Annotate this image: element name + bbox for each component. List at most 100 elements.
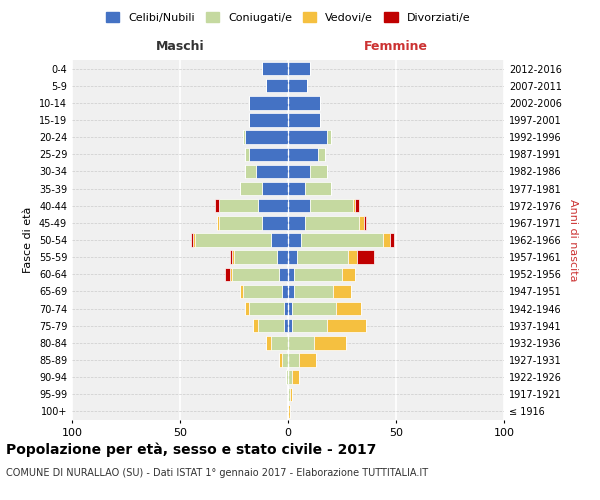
Legend: Celibi/Nubili, Coniugati/e, Vedovi/e, Divorziati/e: Celibi/Nubili, Coniugati/e, Vedovi/e, Di… <box>101 8 475 28</box>
Bar <box>288 354 299 366</box>
Bar <box>288 404 290 418</box>
Bar <box>288 319 292 332</box>
Bar <box>288 96 320 110</box>
Bar <box>299 354 316 366</box>
Bar <box>284 302 288 316</box>
Text: Maschi: Maschi <box>155 40 205 52</box>
Bar <box>288 79 307 92</box>
Bar <box>288 216 305 230</box>
Bar <box>359 216 364 230</box>
Bar <box>215 199 219 212</box>
Bar <box>288 302 292 316</box>
Bar <box>292 302 335 316</box>
Bar <box>242 284 281 298</box>
Bar <box>288 199 310 212</box>
Bar <box>249 96 288 110</box>
Bar <box>280 268 288 281</box>
Bar <box>295 268 342 281</box>
Bar <box>232 268 280 281</box>
Bar <box>281 284 288 298</box>
Bar <box>249 302 284 316</box>
Bar <box>245 130 288 144</box>
Y-axis label: Anni di nascita: Anni di nascita <box>568 198 578 281</box>
Text: Popolazione per età, sesso e stato civile - 2017: Popolazione per età, sesso e stato civil… <box>6 442 376 457</box>
Bar <box>288 148 318 161</box>
Bar <box>288 182 305 196</box>
Bar <box>288 164 310 178</box>
Bar <box>288 388 290 401</box>
Bar <box>349 250 357 264</box>
Bar <box>295 284 334 298</box>
Bar <box>266 336 271 349</box>
Bar <box>253 319 258 332</box>
Bar <box>219 216 262 230</box>
Y-axis label: Fasce di età: Fasce di età <box>23 207 33 273</box>
Text: Femmine: Femmine <box>364 40 428 52</box>
Bar <box>288 284 295 298</box>
Bar <box>262 216 288 230</box>
Bar <box>245 302 249 316</box>
Bar <box>288 336 314 349</box>
Bar <box>292 370 299 384</box>
Bar <box>271 336 288 349</box>
Bar <box>193 234 195 246</box>
Bar <box>296 250 349 264</box>
Bar <box>301 234 383 246</box>
Bar <box>288 234 301 246</box>
Bar <box>226 268 230 281</box>
Bar <box>242 130 245 144</box>
Bar <box>364 216 366 230</box>
Bar <box>232 250 234 264</box>
Bar <box>305 182 331 196</box>
Bar <box>310 199 353 212</box>
Bar <box>314 336 346 349</box>
Bar <box>217 216 219 230</box>
Bar <box>266 79 288 92</box>
Bar <box>241 284 242 298</box>
Bar <box>249 114 288 126</box>
Bar <box>288 250 296 264</box>
Bar <box>334 284 350 298</box>
Bar <box>318 148 325 161</box>
Bar <box>280 354 281 366</box>
Bar <box>288 130 327 144</box>
Bar <box>288 62 310 76</box>
Bar <box>234 250 277 264</box>
Bar <box>383 234 389 246</box>
Bar <box>245 148 249 161</box>
Bar <box>335 302 361 316</box>
Bar <box>305 216 359 230</box>
Bar <box>284 319 288 332</box>
Bar <box>277 250 288 264</box>
Bar <box>288 114 320 126</box>
Bar <box>262 62 288 76</box>
Bar <box>357 250 374 264</box>
Bar <box>219 199 258 212</box>
Bar <box>258 319 284 332</box>
Bar <box>342 268 355 281</box>
Bar <box>241 182 262 196</box>
Bar <box>353 199 355 212</box>
Bar <box>256 164 288 178</box>
Bar <box>327 319 366 332</box>
Bar <box>230 250 232 264</box>
Bar <box>286 370 288 384</box>
Bar <box>245 164 256 178</box>
Bar <box>292 319 327 332</box>
Bar <box>195 234 271 246</box>
Bar <box>310 164 327 178</box>
Bar <box>288 268 295 281</box>
Bar <box>249 148 288 161</box>
Bar <box>262 182 288 196</box>
Bar <box>327 130 331 144</box>
Bar <box>389 234 394 246</box>
Text: COMUNE DI NURALLAO (SU) - Dati ISTAT 1° gennaio 2017 - Elaborazione TUTTITALIA.I: COMUNE DI NURALLAO (SU) - Dati ISTAT 1° … <box>6 468 428 477</box>
Bar <box>288 370 292 384</box>
Bar <box>355 199 359 212</box>
Bar <box>271 234 288 246</box>
Bar <box>230 268 232 281</box>
Bar <box>281 354 288 366</box>
Bar <box>191 234 193 246</box>
Bar <box>290 388 292 401</box>
Bar <box>258 199 288 212</box>
